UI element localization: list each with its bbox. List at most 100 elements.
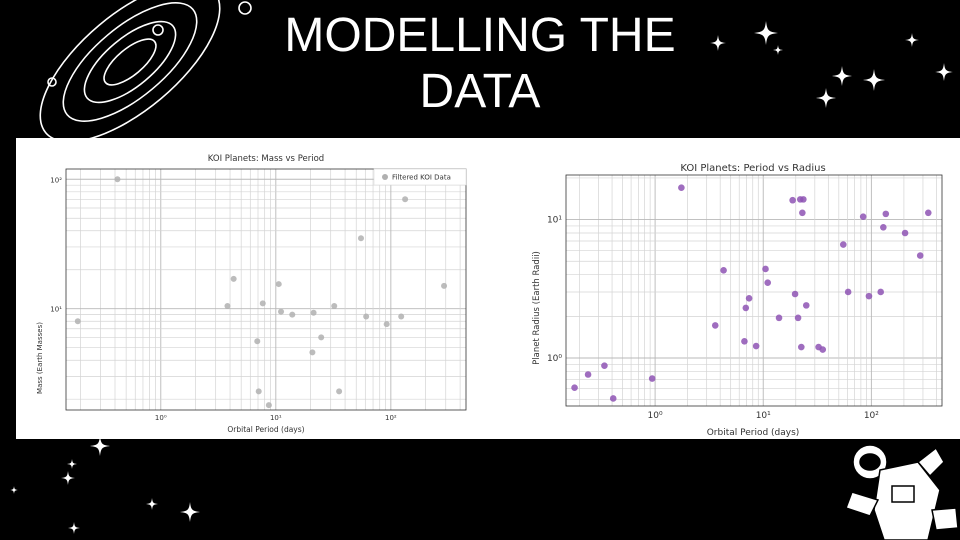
data-point — [789, 196, 796, 204]
orbit-rings-decoration — [39, 0, 252, 143]
orbit-ring — [83, 20, 177, 104]
data-point — [865, 292, 873, 300]
plot-frame — [565, 174, 943, 407]
data-point — [741, 338, 748, 345]
x-tick-label: 10² — [385, 414, 397, 422]
data-point — [255, 388, 262, 395]
data-point — [584, 371, 592, 378]
y-tick-label: 10¹ — [50, 306, 62, 314]
data-point — [402, 196, 409, 203]
star-icon — [67, 459, 77, 469]
data-point — [278, 308, 285, 315]
data-point — [289, 311, 296, 318]
star-icon — [61, 471, 75, 485]
star-icon — [905, 33, 919, 47]
data-point — [877, 288, 885, 296]
chart-panel-mass-vs-period: KOI Planets: Mass vs Period Orbital Peri… — [16, 138, 490, 439]
legend-label: Filtered KOI Data — [392, 174, 451, 182]
data-point — [398, 313, 405, 320]
orbit-ring — [39, 0, 221, 143]
data-point — [742, 304, 750, 312]
orbit-ring — [103, 38, 157, 86]
astronaut-leg — [931, 507, 959, 531]
x-axis-label: Orbital Period (days) — [227, 425, 304, 434]
data-point — [791, 290, 799, 298]
x-tick-label: 10¹ — [756, 411, 771, 421]
data-point — [363, 313, 370, 320]
data-point — [859, 213, 867, 220]
data-point — [259, 300, 266, 307]
chart-panel-period-vs-radius: KOI Planets: Period vs Radius Orbital Pe… — [490, 138, 960, 439]
data-point — [230, 275, 237, 282]
astronaut-arm — [845, 491, 880, 517]
astronaut-arm — [916, 446, 945, 478]
planet-circle — [238, 1, 252, 15]
data-point — [114, 176, 121, 183]
data-point — [318, 334, 325, 341]
data-point — [800, 196, 807, 203]
star-icon — [832, 66, 852, 86]
x-tick-label: 10⁰ — [648, 411, 663, 421]
legend: Filtered KOI Data — [373, 168, 467, 186]
star-icon — [710, 35, 726, 51]
data-point — [601, 362, 608, 369]
x-tick-label: 10¹ — [270, 414, 282, 422]
data-point — [901, 229, 909, 237]
star-icon — [68, 522, 80, 534]
data-point — [798, 343, 805, 351]
data-point — [336, 388, 343, 395]
data-point — [224, 302, 231, 309]
data-point — [924, 209, 932, 217]
data-point — [648, 375, 656, 382]
title-line-1: MODELLING THE — [284, 9, 676, 62]
planet-circle — [47, 77, 57, 87]
data-point — [275, 281, 282, 288]
astronaut-visor — [859, 453, 881, 471]
data-point — [802, 302, 810, 309]
data-point — [844, 288, 852, 296]
period-vs-radius-chart: KOI Planets: Period vs Radius Orbital Pe… — [532, 163, 943, 438]
data-point — [310, 309, 317, 316]
x-tick-label: 10² — [864, 411, 879, 421]
chart-title: KOI Planets: Mass vs Period — [208, 154, 324, 164]
astronaut-chest-panel — [891, 485, 915, 503]
astronaut-body — [873, 461, 941, 540]
data-point — [762, 265, 769, 273]
y-axis-label: Planet Radius (Earth Radii) — [532, 251, 542, 365]
data-point — [745, 294, 753, 302]
planet-circle — [152, 24, 164, 36]
star-icon — [180, 502, 200, 522]
y-tick-label: 10¹ — [547, 216, 562, 226]
data-point — [331, 302, 338, 309]
data-point — [764, 279, 772, 287]
data-point — [357, 235, 364, 242]
x-tick-label: 10⁰ — [155, 414, 167, 422]
data-point — [839, 241, 847, 248]
legend-box — [373, 168, 467, 186]
star-icon — [863, 69, 885, 91]
data-point — [799, 209, 806, 217]
slide-title: MODELLING THE DATA — [250, 8, 710, 120]
data-point — [916, 252, 924, 259]
star-icon — [935, 63, 953, 81]
y-axis-label: Mass (Earth Masses) — [36, 322, 44, 394]
plot-frame — [65, 168, 467, 411]
data-point — [794, 314, 802, 322]
title-line-2: DATA — [419, 65, 541, 118]
data-point — [775, 314, 783, 322]
orbit-ring — [62, 2, 198, 122]
data-point — [609, 395, 617, 402]
data-point — [571, 384, 578, 392]
data-point — [819, 346, 827, 353]
data-point — [441, 282, 448, 289]
mass-vs-period-chart: KOI Planets: Mass vs Period Orbital Peri… — [36, 154, 467, 434]
data-point — [678, 184, 685, 192]
data-point — [265, 402, 272, 409]
star-icon — [754, 21, 778, 45]
data-point — [711, 322, 719, 329]
data-point — [383, 321, 390, 328]
legend-marker — [382, 174, 388, 180]
chart-title: KOI Planets: Period vs Radius — [680, 163, 825, 174]
data-point — [880, 223, 887, 231]
y-tick-label: 10⁰ — [547, 354, 562, 364]
